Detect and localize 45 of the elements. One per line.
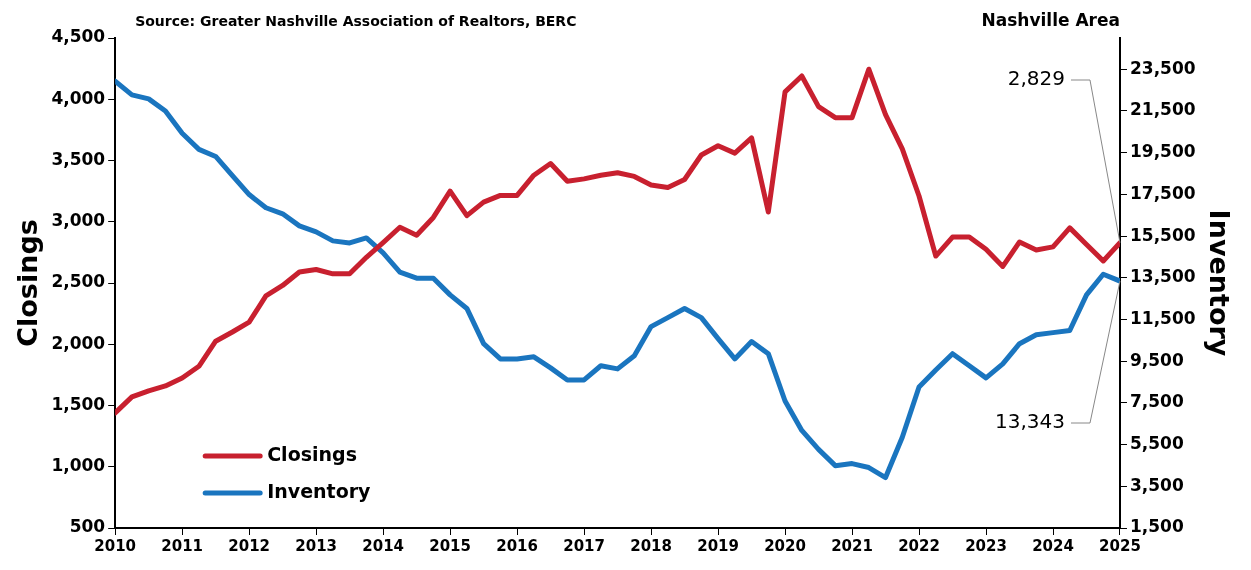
x-tick-label: 2020: [764, 536, 806, 555]
x-tick-label: 2014: [362, 536, 404, 555]
source-note: Source: Greater Nashville Association of Realtors, BERC: [135, 12, 577, 29]
legend-label: Closings: [267, 442, 357, 465]
x-tick-label: 2011: [161, 536, 204, 555]
y2-tick-label: 19,500: [1130, 141, 1196, 162]
y-tick-label: 2,000: [51, 332, 106, 353]
y-tick-label: 4,500: [51, 26, 106, 47]
y-tick-label: 4,000: [51, 87, 106, 108]
y-tick-label: 500: [69, 516, 106, 537]
chart-title: Nashville Area: [981, 10, 1120, 31]
x-tick-label: 2025: [1099, 536, 1141, 555]
x-tick-label: 2018: [630, 536, 672, 555]
x-tick-label: 2024: [1032, 536, 1074, 555]
data-label: 2,829: [1007, 66, 1065, 91]
y2-tick-label: 9,500: [1130, 349, 1184, 370]
y-tick-label: 2,500: [51, 271, 106, 292]
y2-tick-label: 11,500: [1130, 307, 1196, 328]
y2-tick-label: 1,500: [1130, 516, 1184, 537]
y-axis-title: Closings: [12, 219, 44, 347]
y2-tick-label: 17,500: [1130, 182, 1196, 203]
y2-tick-label: 15,500: [1130, 224, 1196, 245]
x-tick-label: 2012: [228, 536, 271, 555]
x-tick-label: 2022: [898, 536, 940, 555]
x-tick-label: 2021: [831, 536, 873, 555]
x-tick-label: 2023: [965, 536, 1007, 555]
x-tick-label: 2010: [94, 536, 137, 555]
legend-label: Inventory: [267, 479, 372, 502]
y-tick-label: 1,500: [51, 393, 106, 414]
data-label: 13,343: [995, 409, 1065, 434]
x-tick-label: 2013: [295, 536, 338, 555]
y2-tick-label: 5,500: [1130, 433, 1184, 454]
y2-tick-label: 23,500: [1130, 57, 1196, 78]
x-tick-label: 2017: [563, 536, 605, 555]
y2-tick-label: 3,500: [1130, 474, 1184, 495]
x-tick-label: 2015: [429, 536, 471, 555]
y2-tick-label: 21,500: [1130, 99, 1196, 120]
y2-tick-label: 13,500: [1130, 266, 1196, 287]
y-tick-label: 3,500: [51, 148, 106, 169]
x-tick-label: 2019: [697, 536, 739, 555]
y-tick-label: 1,000: [51, 455, 106, 476]
y-tick-label: 3,000: [51, 210, 106, 231]
y2-axis-title: Inventory: [1203, 209, 1235, 357]
x-tick-label: 2016: [496, 536, 538, 555]
y2-tick-label: 7,500: [1130, 391, 1184, 412]
